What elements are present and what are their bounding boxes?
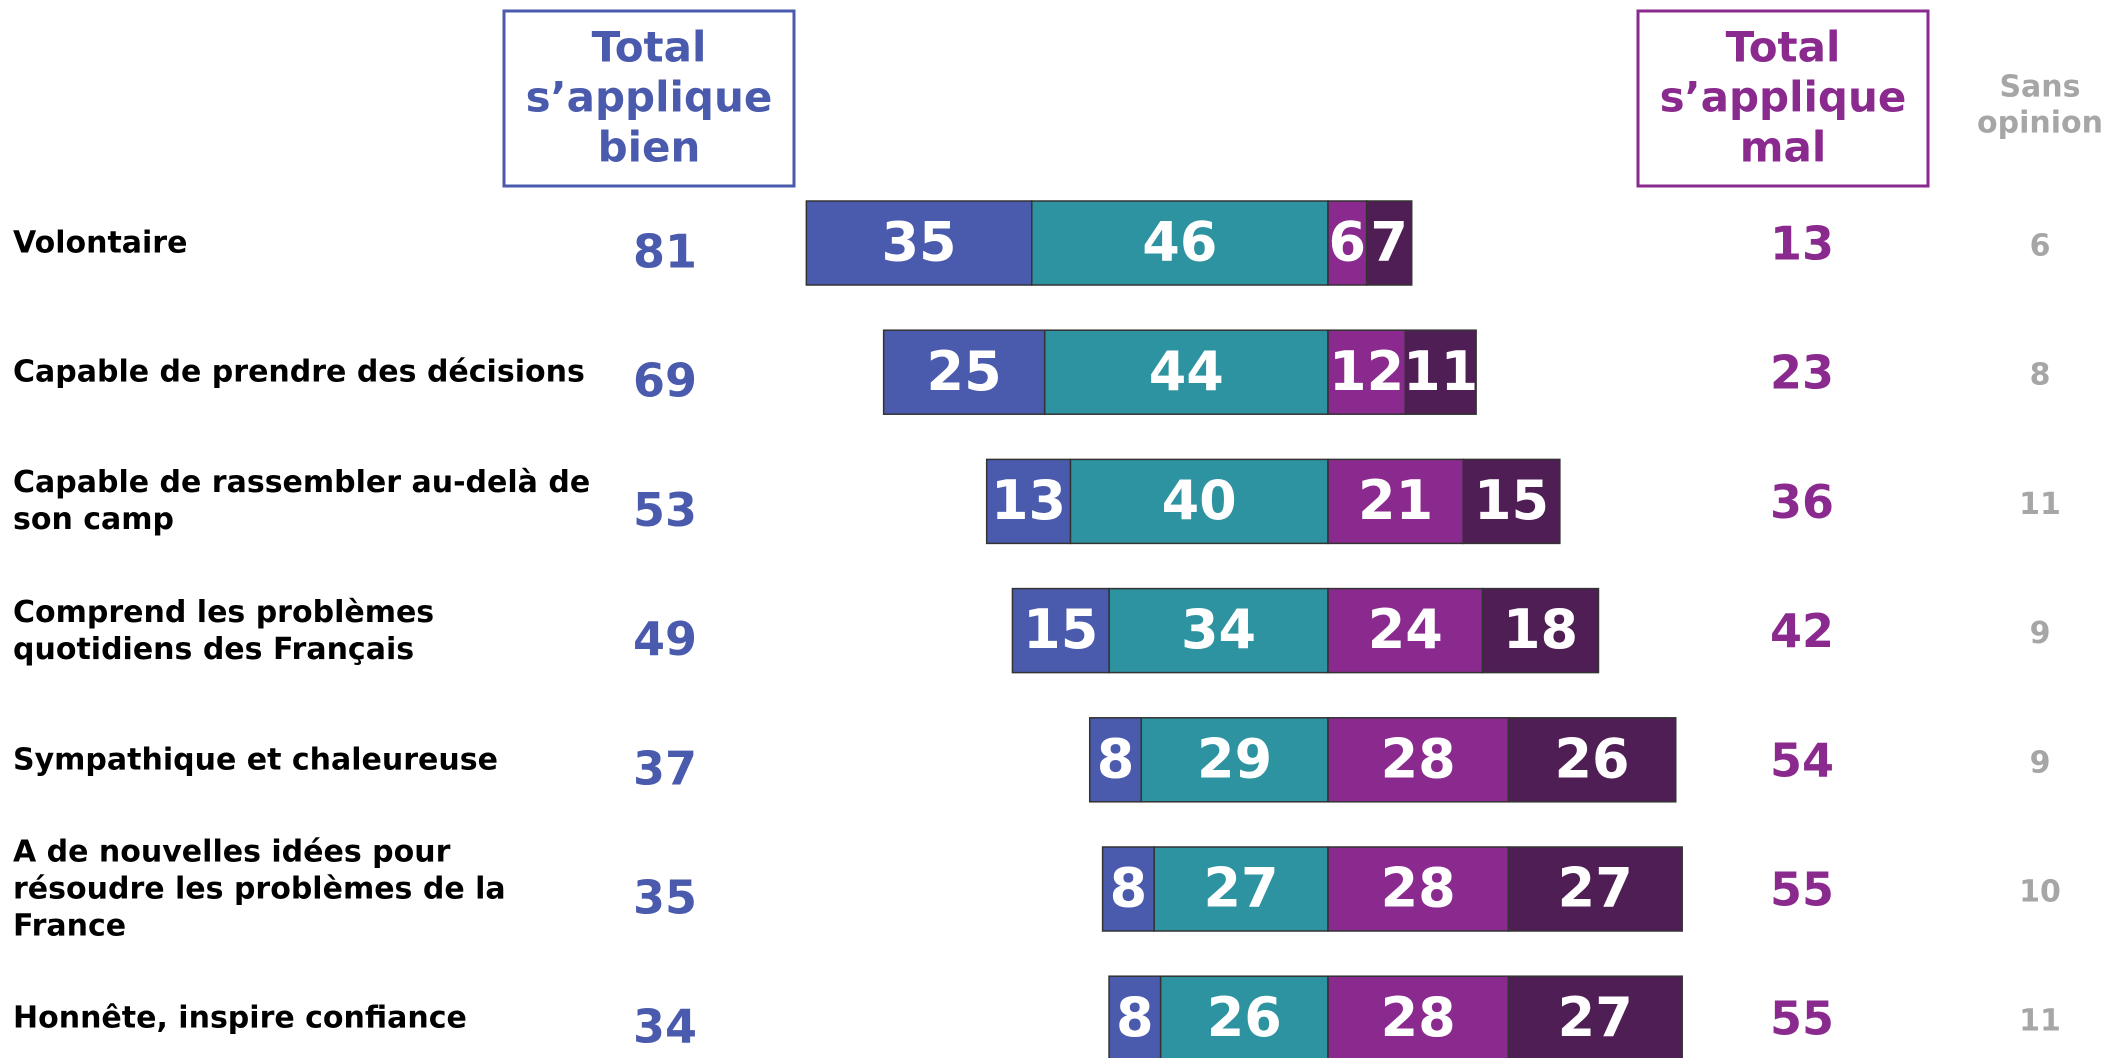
total-good: 81 bbox=[633, 225, 697, 279]
category-label: Honnête, inspire confiance bbox=[13, 1000, 467, 1036]
bar-label: 28 bbox=[1381, 857, 1456, 920]
total-good: 34 bbox=[633, 1000, 697, 1054]
no-opinion: 11 bbox=[2019, 487, 2061, 522]
total-bad: 55 bbox=[1770, 863, 1834, 917]
total-bad: 23 bbox=[1770, 346, 1834, 400]
bar-label: 15 bbox=[1474, 469, 1549, 532]
header-text: Sans bbox=[1999, 70, 2080, 105]
no-opinion: 6 bbox=[2030, 229, 2051, 264]
total-bad: 42 bbox=[1770, 604, 1834, 658]
no-opinion: 8 bbox=[2030, 358, 2051, 393]
total-good: 49 bbox=[633, 612, 697, 666]
no-opinion: 10 bbox=[2019, 875, 2061, 910]
header-text: bien bbox=[598, 123, 701, 172]
bar-label: 8 bbox=[1110, 857, 1148, 920]
header-box bbox=[502, 9, 796, 188]
bar-segment bbox=[1327, 329, 1407, 415]
bar-segment bbox=[1365, 200, 1413, 286]
bar-label: 18 bbox=[1503, 598, 1578, 661]
bar-segment bbox=[1327, 975, 1510, 1058]
no-opinion: 11 bbox=[2019, 1004, 2061, 1039]
total-bad: 36 bbox=[1770, 475, 1834, 529]
header-text: opinion bbox=[1977, 106, 2103, 141]
total-good: 35 bbox=[633, 871, 697, 925]
bar-label: 28 bbox=[1381, 986, 1456, 1049]
bar-segment bbox=[1153, 846, 1329, 932]
header-box bbox=[1636, 9, 1930, 188]
total-bad: 13 bbox=[1770, 217, 1834, 271]
bar-segment bbox=[1011, 587, 1110, 674]
bar-label: 26 bbox=[1207, 986, 1282, 1049]
header-text: Total bbox=[1726, 23, 1841, 72]
bar-label: 24 bbox=[1368, 598, 1443, 661]
bar-label: 34 bbox=[1181, 598, 1256, 661]
bar-label: 25 bbox=[927, 340, 1002, 403]
bar-segment bbox=[1327, 717, 1510, 803]
category-label: Capable de prendre des décisions bbox=[13, 354, 585, 390]
bar-label: 11 bbox=[1403, 340, 1478, 403]
bar-segment bbox=[1327, 200, 1368, 286]
bar-segment bbox=[1327, 846, 1510, 932]
bar-label: 7 bbox=[1370, 211, 1408, 274]
total-good: 53 bbox=[633, 483, 697, 537]
bar-label: 35 bbox=[881, 211, 956, 274]
header-text: mal bbox=[1740, 123, 1827, 172]
total-bad: 55 bbox=[1770, 992, 1834, 1046]
no-opinion: 9 bbox=[2030, 616, 2051, 651]
bar-segment bbox=[1108, 587, 1329, 674]
header-text: s’applique bbox=[1660, 73, 1907, 122]
bar-label: 27 bbox=[1558, 986, 1633, 1049]
bar-segment bbox=[1069, 458, 1329, 545]
bar-label: 6 bbox=[1329, 211, 1367, 274]
bar-label: 15 bbox=[1023, 598, 1098, 661]
bar-label: 44 bbox=[1149, 340, 1224, 403]
bar-segment bbox=[1108, 975, 1162, 1058]
total-good: 37 bbox=[633, 741, 697, 795]
bar-segment bbox=[882, 329, 1046, 415]
bar-segment bbox=[1481, 587, 1600, 674]
bar-segment bbox=[1507, 846, 1683, 932]
category-label: Comprend les problèmes quotidiens des Fr… bbox=[13, 594, 435, 667]
no-opinion: 9 bbox=[2030, 745, 2051, 780]
category-label: A de nouvelles idées pour résoudre les p… bbox=[13, 834, 506, 944]
category-label: Capable de rassembler au-delà de son cam… bbox=[13, 465, 591, 538]
category-label: Volontaire bbox=[13, 225, 188, 261]
bar-segment bbox=[1159, 975, 1329, 1058]
bar-label: 8 bbox=[1097, 727, 1135, 790]
bar-segment bbox=[985, 458, 1072, 545]
bar-label: 27 bbox=[1203, 857, 1278, 920]
bar-label: 29 bbox=[1197, 727, 1272, 790]
bar-segment bbox=[1507, 717, 1677, 803]
bar-label: 13 bbox=[991, 469, 1066, 532]
total-bad: 54 bbox=[1770, 733, 1834, 787]
bar-label: 46 bbox=[1142, 211, 1217, 274]
bar-segment bbox=[1327, 458, 1464, 545]
bar-label: 40 bbox=[1162, 469, 1237, 532]
bar-label: 27 bbox=[1558, 857, 1633, 920]
bar-label: 21 bbox=[1358, 469, 1433, 532]
bar-segment bbox=[1327, 587, 1484, 674]
bar-segment bbox=[805, 200, 1033, 286]
header-text: s’applique bbox=[526, 73, 773, 122]
bar-segment bbox=[1462, 458, 1561, 545]
bar-segment bbox=[1404, 329, 1477, 415]
bar-segment bbox=[1507, 975, 1683, 1058]
bar-label: 12 bbox=[1329, 340, 1404, 403]
bar-label: 8 bbox=[1116, 986, 1154, 1049]
header-text: Total bbox=[592, 23, 707, 72]
bar-segment bbox=[1088, 717, 1142, 803]
bar-segment bbox=[1140, 717, 1329, 803]
category-label: Sympathique et chaleureuse bbox=[13, 742, 498, 778]
bar-segment bbox=[1101, 846, 1155, 932]
total-good: 69 bbox=[633, 354, 697, 408]
bar-label: 26 bbox=[1554, 727, 1629, 790]
bar-label: 28 bbox=[1381, 727, 1456, 790]
